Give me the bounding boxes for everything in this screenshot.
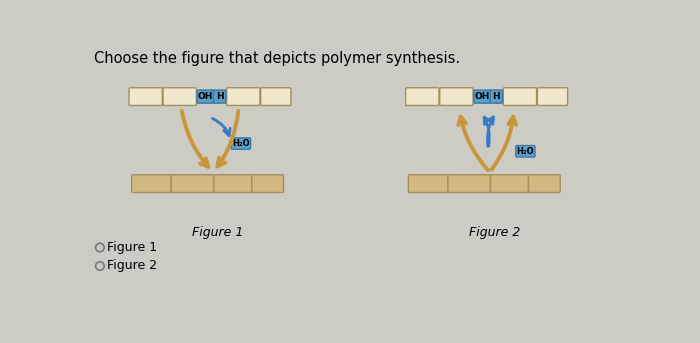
FancyBboxPatch shape (231, 138, 251, 149)
Text: Choose the figure that depicts polymer synthesis.: Choose the figure that depicts polymer s… (94, 51, 460, 66)
FancyBboxPatch shape (129, 88, 162, 105)
FancyBboxPatch shape (503, 88, 537, 105)
FancyBboxPatch shape (227, 88, 260, 105)
FancyBboxPatch shape (440, 88, 473, 105)
FancyBboxPatch shape (408, 175, 448, 192)
FancyBboxPatch shape (528, 175, 560, 192)
Text: Figure 2: Figure 2 (107, 260, 157, 272)
FancyBboxPatch shape (538, 88, 568, 105)
FancyBboxPatch shape (405, 88, 439, 105)
FancyBboxPatch shape (516, 145, 535, 157)
FancyBboxPatch shape (163, 88, 197, 105)
FancyBboxPatch shape (260, 88, 291, 105)
FancyBboxPatch shape (491, 175, 528, 192)
Text: OH: OH (198, 92, 214, 101)
FancyBboxPatch shape (448, 175, 491, 192)
Text: Figure 2: Figure 2 (469, 226, 520, 239)
Text: OH: OH (475, 92, 490, 101)
Text: Figure 1: Figure 1 (107, 241, 157, 254)
FancyBboxPatch shape (474, 90, 491, 103)
Text: Figure 1: Figure 1 (192, 226, 244, 239)
FancyBboxPatch shape (172, 175, 214, 192)
FancyBboxPatch shape (197, 90, 214, 103)
FancyBboxPatch shape (490, 90, 503, 103)
Text: H: H (216, 92, 223, 101)
Text: H₂O: H₂O (232, 139, 250, 148)
FancyBboxPatch shape (214, 90, 226, 103)
FancyBboxPatch shape (214, 175, 252, 192)
FancyBboxPatch shape (132, 175, 172, 192)
Text: H: H (493, 92, 500, 101)
Text: H₂O: H₂O (517, 147, 534, 156)
FancyBboxPatch shape (252, 175, 284, 192)
